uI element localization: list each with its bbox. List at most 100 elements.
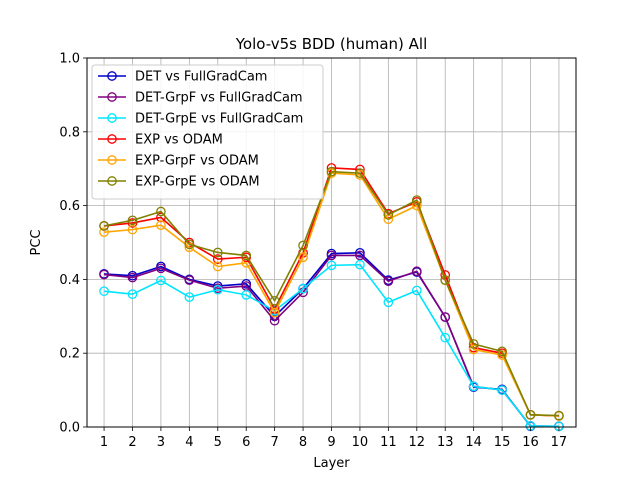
x-tick-label: 4 (185, 435, 193, 450)
data-point (468, 381, 479, 392)
x-tick-label: 6 (242, 435, 250, 450)
x-tick-label: 8 (299, 435, 307, 450)
legend: DET vs FullGradCam DET-GrpF vs FullGradCa… (91, 64, 324, 200)
data-point (99, 269, 109, 280)
legend-item: EXP-GrpE vs ODAM (98, 175, 260, 190)
data-point (440, 275, 451, 285)
y-tick-label: 0.2 (59, 347, 80, 362)
data-point (99, 221, 109, 231)
data-point (497, 385, 507, 395)
data-point (326, 260, 337, 271)
legend-label: DET-GrpE vs FullGradCam (135, 112, 303, 127)
legend-item: DET vs FullGradCam (98, 70, 267, 85)
data-point (241, 250, 252, 261)
legend-marker (107, 92, 117, 102)
data-point (156, 275, 166, 286)
data-point (127, 272, 138, 283)
data-point (184, 239, 195, 250)
y-tick-label: 0.8 (59, 125, 80, 140)
legend-marker (107, 155, 117, 165)
data-point (440, 312, 451, 322)
legend-marker (107, 176, 117, 186)
data-point (212, 284, 223, 295)
x-tick-label: 14 (465, 435, 482, 450)
data-point (497, 346, 507, 357)
legend-label: DET vs FullGradCam (135, 70, 267, 85)
y-tick-label: 0.0 (59, 421, 80, 436)
chart-title: Yolo-v5s BDD (human) All (235, 35, 428, 53)
data-point (298, 252, 308, 263)
x-tick-label: 10 (352, 435, 369, 450)
legend-item: DET-GrpE vs FullGradCam (98, 112, 303, 127)
legend-marker (107, 134, 117, 144)
data-point (525, 409, 536, 420)
data-point (269, 295, 280, 306)
x-tick-label: 11 (380, 435, 397, 450)
axis-ticks: 1 2 3 4 5 6 7 8 9 10 11 12 13 14 15 16 170.00.20.40.60.8… (59, 52, 567, 451)
data-point (156, 220, 166, 231)
data-point (184, 275, 195, 285)
x-tick-label: 13 (437, 435, 454, 450)
x-tick-label: 2 (128, 435, 136, 450)
x-axis-label: Layer (313, 456, 350, 471)
data-point (212, 254, 223, 264)
data-point (127, 215, 138, 226)
y-axis-label: PCC (29, 230, 44, 256)
y-tick-label: 1.0 (59, 52, 80, 67)
legend-item: EXP-GrpF vs ODAM (98, 154, 259, 169)
data-point (383, 297, 394, 308)
legend-item: EXP vs ODAM (98, 133, 223, 148)
data-point (184, 292, 195, 302)
legend-box (91, 64, 324, 200)
data-point (326, 166, 337, 177)
legend-marker (107, 71, 117, 81)
series-det-grpe-vs-fullgradcam (99, 259, 564, 432)
data-point (411, 266, 422, 277)
legend-item: DET-GrpF vs FullGradCam (98, 91, 303, 106)
legend-label: EXP-GrpF vs ODAM (135, 154, 259, 169)
data-point (127, 218, 138, 228)
x-tick-label: 3 (157, 435, 165, 450)
data-point (99, 227, 109, 238)
y-tick-label: 0.6 (59, 199, 80, 214)
data-point (411, 285, 422, 296)
data-point (326, 250, 337, 261)
legend-label: EXP-GrpE vs ODAM (135, 175, 260, 190)
x-tick-label: 1 (100, 435, 108, 450)
data-point (440, 332, 451, 343)
series-lines (99, 163, 564, 432)
legend-label: DET-GrpF vs FullGradCam (135, 91, 303, 106)
data-point (355, 168, 365, 178)
data-point (127, 224, 138, 235)
data-point (99, 286, 109, 297)
data-point (411, 195, 422, 205)
data-point (355, 247, 365, 258)
data-point (554, 410, 564, 421)
series-line (103, 170, 559, 417)
x-tick-label: 9 (327, 435, 335, 450)
data-point (468, 344, 479, 355)
data-point (298, 283, 308, 294)
data-point (184, 242, 195, 253)
y-tick-label: 0.4 (59, 273, 80, 288)
series-exp-grpe-vs-odam (99, 166, 564, 421)
data-point (127, 289, 138, 300)
data-point (383, 209, 394, 220)
legend-label: EXP vs ODAM (135, 133, 223, 148)
x-tick-label: 12 (409, 435, 426, 450)
data-point (383, 276, 394, 287)
x-tick-label: 16 (522, 435, 539, 450)
data-point (156, 206, 166, 217)
data-point (212, 247, 223, 258)
data-point (269, 307, 280, 318)
data-point (156, 263, 166, 274)
data-point (212, 261, 223, 272)
data-point (355, 259, 365, 270)
x-tick-label: 17 (551, 435, 568, 450)
data-point (355, 250, 365, 261)
x-tick-label: 5 (214, 435, 222, 450)
legend-marker (107, 113, 117, 123)
x-tick-label: 15 (494, 435, 511, 450)
